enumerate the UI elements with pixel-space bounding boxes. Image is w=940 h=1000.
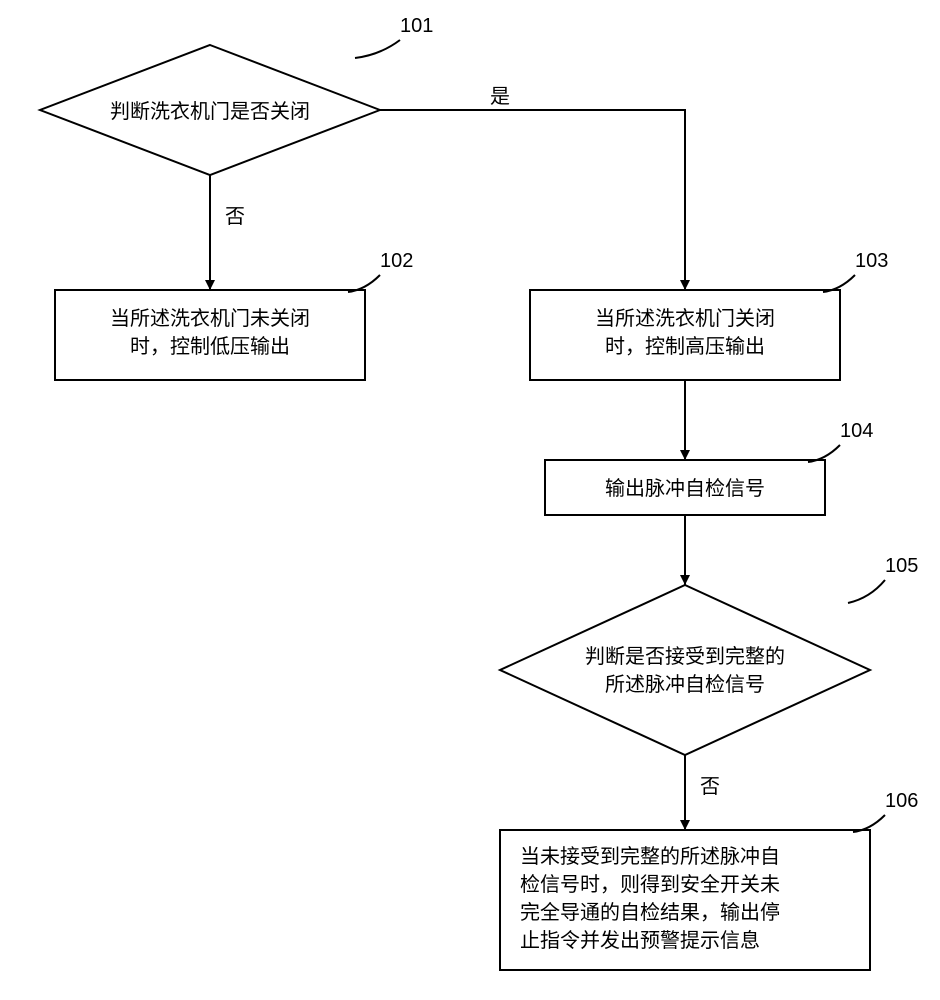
label-no-2: 否 <box>700 770 720 799</box>
callout-101-tail <box>355 40 400 58</box>
n101-text: 判断洗衣机门是否关闭 <box>80 98 340 126</box>
n105-text: 判断是否接受到完整的 所述脉冲自检信号 <box>555 643 815 699</box>
label-no-1: 否 <box>225 200 245 229</box>
ref-105: 105 <box>885 555 918 578</box>
ref-106: 106 <box>885 790 918 813</box>
n106-text: 当未接受到完整的所述脉冲自 检信号时，则得到安全开关未 完全导通的自检结果，输出… <box>510 843 860 955</box>
ref-101: 101 <box>400 15 433 38</box>
n103-text: 当所述洗衣机门关闭 时，控制高压输出 <box>530 305 840 361</box>
edge-101-103 <box>380 110 685 290</box>
ref-103: 103 <box>855 250 888 273</box>
callout-105-tail <box>848 580 885 603</box>
ref-104: 104 <box>840 420 873 443</box>
label-yes: 是 <box>490 80 510 109</box>
n102-text: 当所述洗衣机门未关闭 时，控制低压输出 <box>55 305 365 361</box>
n104-text: 输出脉冲自检信号 <box>545 475 825 503</box>
ref-102: 102 <box>380 250 413 273</box>
